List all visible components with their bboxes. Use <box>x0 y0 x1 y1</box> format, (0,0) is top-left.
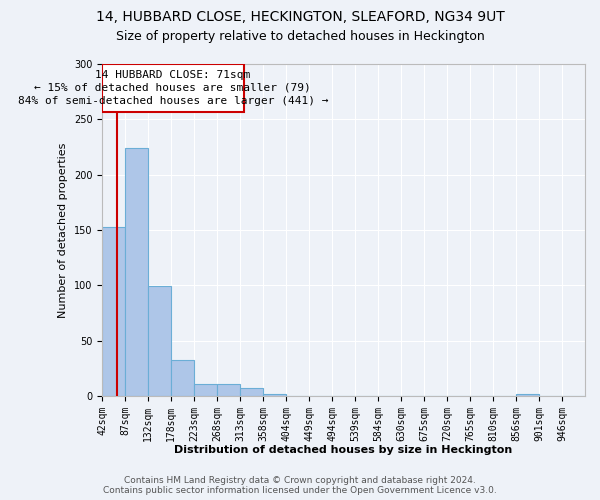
Bar <box>172 360 194 396</box>
Text: Size of property relative to detached houses in Heckington: Size of property relative to detached ho… <box>116 30 484 43</box>
Bar <box>125 148 148 396</box>
Bar <box>194 384 217 396</box>
Bar <box>240 388 263 396</box>
Text: ← 15% of detached houses are smaller (79): ← 15% of detached houses are smaller (79… <box>34 83 311 93</box>
Text: 14, HUBBARD CLOSE, HECKINGTON, SLEAFORD, NG34 9UT: 14, HUBBARD CLOSE, HECKINGTON, SLEAFORD,… <box>95 10 505 24</box>
Text: 14 HUBBARD CLOSE: 71sqm: 14 HUBBARD CLOSE: 71sqm <box>95 70 250 80</box>
Text: 84% of semi-detached houses are larger (441) →: 84% of semi-detached houses are larger (… <box>17 96 328 106</box>
Y-axis label: Number of detached properties: Number of detached properties <box>58 142 68 318</box>
Text: Contains HM Land Registry data © Crown copyright and database right 2024.
Contai: Contains HM Land Registry data © Crown c… <box>103 476 497 495</box>
Bar <box>148 286 171 396</box>
Bar <box>263 394 286 396</box>
Bar <box>217 384 240 396</box>
FancyBboxPatch shape <box>102 64 244 112</box>
Bar <box>517 394 539 396</box>
X-axis label: Distribution of detached houses by size in Heckington: Distribution of detached houses by size … <box>175 445 512 455</box>
Bar <box>102 226 125 396</box>
